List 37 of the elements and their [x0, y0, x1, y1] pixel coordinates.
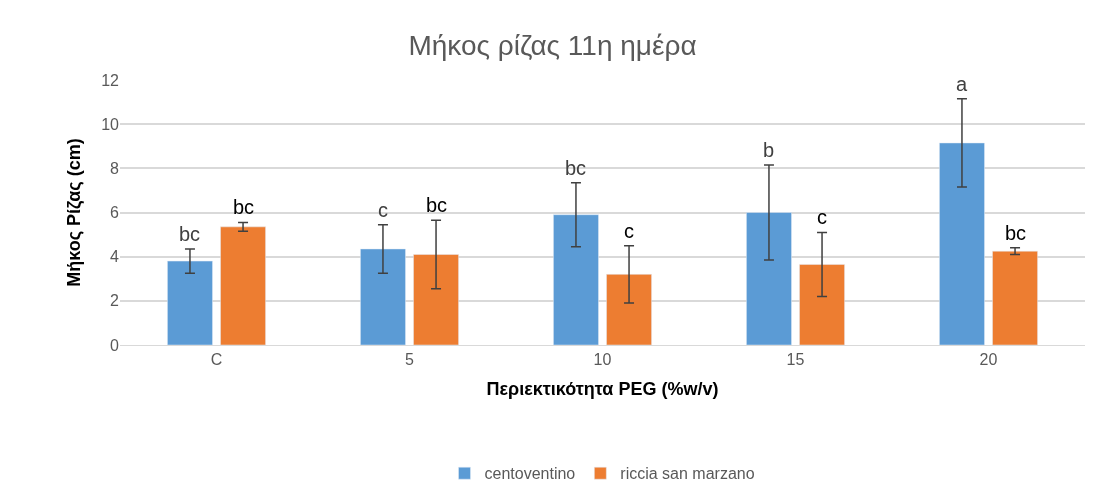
bar [939, 142, 985, 345]
x-tick-label: 20 [979, 351, 998, 369]
y-tick-label: 12 [101, 71, 120, 89]
annotation: bc [179, 223, 201, 245]
bar [799, 264, 845, 345]
chart-title: Μήκος ρίζας 11η ημέρα [408, 29, 697, 61]
annotation: b [763, 139, 775, 161]
annotation: bc [1005, 222, 1027, 244]
bar [360, 248, 406, 345]
x-tick-label: 15 [786, 351, 805, 369]
annotation: c [378, 199, 388, 221]
x-tick-label: 5 [405, 351, 415, 369]
y-axis-title: Μήκος Ρίζας (cm) [64, 138, 86, 287]
y-tick-label: 6 [110, 204, 120, 222]
x-tick-label: 10 [593, 351, 612, 369]
annotation: bc [426, 194, 448, 216]
bar [992, 250, 1038, 345]
x-axis-title: Περιεκτικότητα PEG (%w/v) [486, 379, 719, 400]
legend-label: centoventino [484, 465, 576, 483]
y-tick-label: 10 [101, 115, 120, 133]
x-tick-label: C [210, 351, 223, 369]
y-tick-label: 4 [110, 248, 120, 266]
legend-label: riccia san marzano [620, 465, 755, 483]
bar [606, 274, 652, 345]
y-tick-label: 0 [110, 336, 120, 354]
bar [746, 212, 792, 345]
annotation: a [956, 73, 968, 95]
bar [220, 226, 266, 345]
bar [167, 260, 213, 345]
bar [413, 254, 459, 345]
annotation: c [817, 206, 827, 228]
annotation: bc [565, 157, 587, 179]
annotation: c [624, 220, 634, 242]
annotation: bc [233, 196, 255, 218]
y-tick-label: 8 [110, 159, 120, 177]
bar [553, 214, 599, 345]
y-tick-label: 2 [110, 292, 120, 310]
